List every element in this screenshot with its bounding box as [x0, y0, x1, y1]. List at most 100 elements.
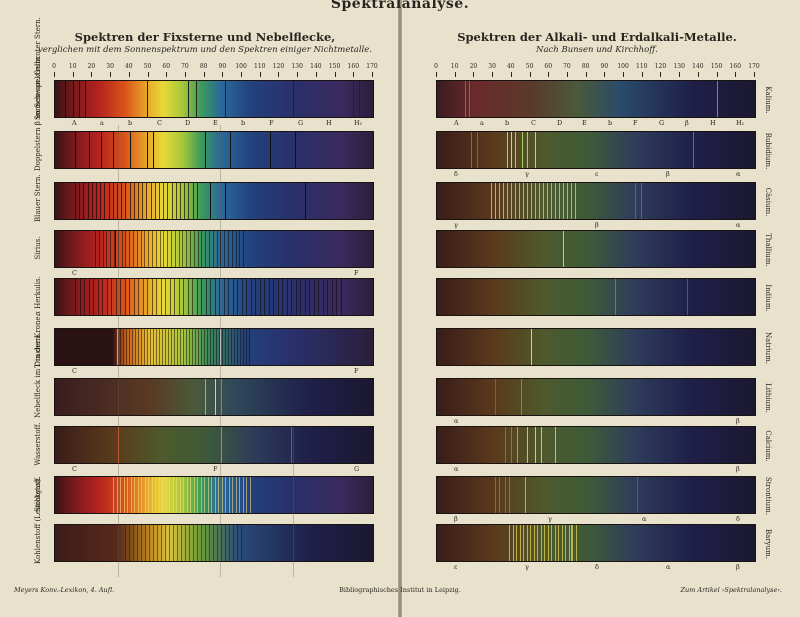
spectral-line [114, 231, 115, 267]
spectral-line [171, 329, 172, 365]
spectral-line [563, 183, 564, 219]
spectral-line [159, 183, 160, 219]
spectral-line [539, 183, 540, 219]
spectral-line [211, 477, 212, 513]
spectrum-band-hydrogen [54, 426, 374, 464]
spectral-line [172, 477, 174, 513]
spectral-line [495, 477, 496, 513]
spectral-line [220, 329, 221, 365]
spectral-line [533, 525, 535, 561]
spectral-line [205, 132, 206, 168]
spectral-line [237, 525, 238, 561]
scale-number: 10 [68, 63, 77, 70]
spectral-line [515, 132, 516, 168]
spectral-line [115, 231, 116, 267]
spectral-line [111, 279, 112, 315]
spectral-line [530, 525, 531, 561]
spectral-line [693, 132, 694, 168]
spectral-line [231, 231, 233, 267]
spectral-line [123, 329, 124, 365]
spectral-line [179, 477, 181, 513]
line-marker-label: β [736, 563, 740, 571]
spectrum-band-calcium [436, 426, 756, 464]
scale-number: 0 [52, 63, 56, 70]
spectral-line [129, 279, 130, 315]
scale-tick [473, 72, 475, 77]
scale-tick [278, 72, 280, 77]
spectral-line [207, 477, 209, 513]
spectrum-label: Rubidium. [764, 132, 772, 170]
spectral-line [201, 231, 203, 267]
scale-tick [716, 72, 718, 77]
spectral-line [291, 279, 292, 315]
spectral-line [129, 329, 130, 365]
spectral-line [525, 477, 526, 513]
spectrum-band-potassium [436, 80, 756, 118]
left-wavelength-scale: 0 10 20 30 40 50 60 70 80 90 100 110 120 130 140 150 160… [52, 63, 378, 77]
spectral-line [169, 279, 171, 315]
spectral-line [136, 231, 138, 267]
spectral-line [178, 231, 180, 267]
spectral-line [162, 329, 163, 365]
spectral-line [87, 183, 89, 219]
scale-tick [454, 72, 456, 77]
spectral-line [162, 477, 163, 513]
line-marker-label: α [642, 515, 647, 523]
spectral-line [219, 279, 220, 315]
spectral-line [309, 279, 310, 315]
spectral-line [146, 183, 148, 219]
spectrum-band-strontium [436, 476, 756, 514]
spectral-line [687, 279, 688, 315]
spectral-line [200, 477, 202, 513]
spectrum-band-indium [436, 278, 756, 316]
scale-tick [697, 72, 699, 77]
spectral-line [75, 183, 76, 219]
spectral-line [165, 477, 167, 513]
line-marker-label: H [326, 119, 332, 127]
spectral-line [225, 329, 226, 365]
spectral-line [79, 279, 81, 315]
spectral-line [218, 477, 219, 513]
spectral-line [547, 183, 548, 219]
spectral-line [615, 279, 616, 315]
spectral-line [561, 525, 563, 561]
spectral-line [282, 279, 283, 315]
spectral-line [571, 183, 572, 219]
spectral-line [214, 477, 216, 513]
line-marker-label: β [736, 465, 740, 473]
spectral-line [209, 525, 210, 561]
spectral-line [221, 477, 223, 513]
spectral-line [167, 183, 169, 219]
spectral-line [220, 231, 221, 267]
spectral-line [572, 525, 573, 561]
spectral-line [147, 329, 148, 365]
line-marker-label: G [354, 465, 360, 473]
line-marker-label: b [241, 119, 246, 127]
spectral-line [160, 279, 162, 315]
spectral-line [295, 279, 297, 315]
spectral-line [225, 525, 226, 561]
spectral-line [535, 132, 536, 168]
line-marker-label: C [72, 367, 77, 375]
spectral-line [181, 525, 182, 561]
spectrum-band-blue [54, 182, 374, 220]
scale-number: 0 [434, 63, 438, 70]
scale-number: 140 [310, 63, 322, 70]
scale-number: 80 [581, 63, 590, 70]
line-marker-label: β [736, 417, 740, 425]
spectral-line [505, 427, 506, 463]
spectrum-label: Natrium. [764, 331, 772, 365]
spectral-line [213, 525, 214, 561]
spectral-line [110, 231, 112, 267]
spectral-line [249, 329, 250, 365]
spectral-line [249, 477, 251, 513]
line-marker-label: G [298, 119, 304, 127]
spectral-line [568, 525, 570, 561]
scale-number: 20 [87, 63, 96, 70]
spectral-line [204, 477, 205, 513]
scale-tick [147, 72, 149, 77]
scale-tick [315, 72, 317, 77]
spectral-line [567, 183, 568, 219]
spectral-line [465, 81, 466, 117]
spectral-line [215, 379, 216, 415]
